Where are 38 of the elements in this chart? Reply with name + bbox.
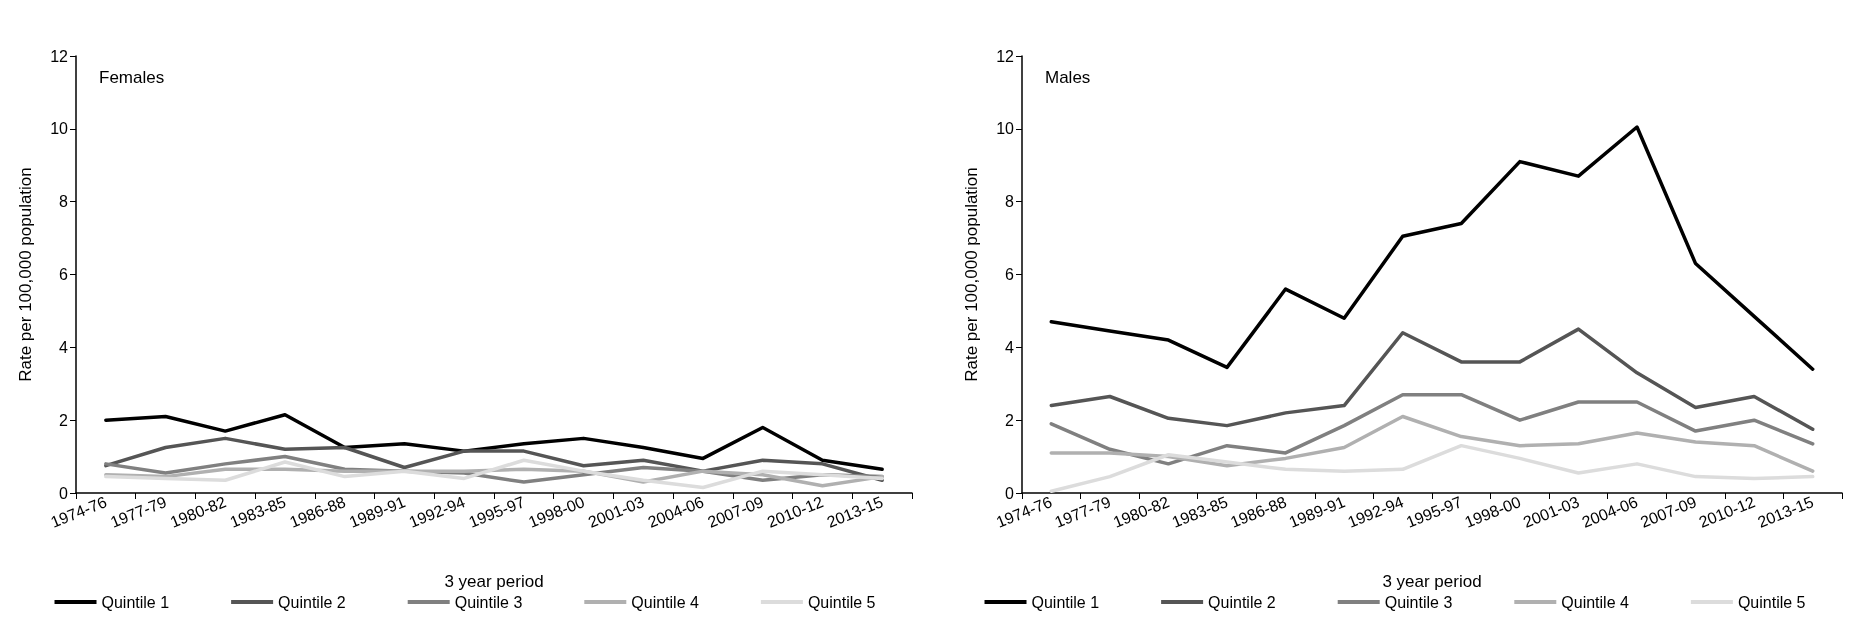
legend-label: Quintile 3 bbox=[454, 593, 523, 611]
line-series bbox=[1049, 327, 1815, 432]
y-tick-label: 0 bbox=[59, 484, 69, 502]
y-tick-label: 8 bbox=[1005, 193, 1015, 211]
line-series bbox=[1049, 392, 1815, 466]
legend-label: Quintile 2 bbox=[1208, 593, 1276, 611]
legend-label: Quintile 2 bbox=[278, 593, 346, 611]
x-axis-title: 3 year period bbox=[1382, 572, 1482, 591]
y-tick-label: 12 bbox=[50, 47, 69, 65]
legend-label: Quintile 4 bbox=[631, 593, 699, 611]
legend-label: Quintile 4 bbox=[1561, 593, 1629, 611]
legend-label: Quintile 5 bbox=[1737, 593, 1806, 611]
text: Females bbox=[99, 68, 165, 87]
legend-label: Quintile 1 bbox=[1031, 593, 1100, 611]
y-tick-label: 12 bbox=[996, 47, 1015, 65]
y-tick-label: 2 bbox=[59, 411, 69, 429]
y-tick-label: 0 bbox=[1005, 484, 1015, 502]
y-axis-title: Rate per 100,000 population bbox=[962, 167, 981, 382]
line-series bbox=[1049, 125, 1815, 371]
line-series bbox=[104, 436, 884, 482]
y-tick-label: 2 bbox=[1005, 411, 1015, 429]
y-tick-label: 4 bbox=[59, 338, 69, 356]
text: Males bbox=[1045, 68, 1091, 87]
legend-label: Quintile 3 bbox=[1384, 593, 1453, 611]
y-tick-label: 10 bbox=[996, 120, 1015, 138]
y-tick-label: 4 bbox=[1005, 338, 1015, 356]
line-series bbox=[1049, 443, 1815, 493]
line-series bbox=[104, 458, 884, 490]
line-series bbox=[104, 412, 884, 472]
y-tick-label: 6 bbox=[59, 266, 69, 283]
legend-label: Quintile 1 bbox=[101, 593, 170, 611]
x-axis-title: 3 year period bbox=[444, 572, 544, 591]
legend-label: Quintile 5 bbox=[807, 593, 876, 611]
y-tick-label: 10 bbox=[50, 120, 69, 138]
y-tick-label: 6 bbox=[1005, 266, 1015, 283]
line-series bbox=[1049, 414, 1815, 473]
y-axis-title: Rate per 100,000 population bbox=[16, 167, 35, 382]
y-tick-label: 8 bbox=[59, 193, 69, 211]
